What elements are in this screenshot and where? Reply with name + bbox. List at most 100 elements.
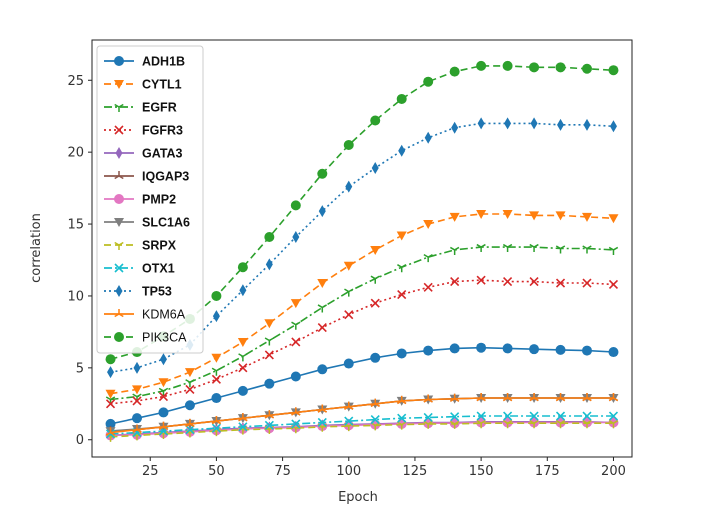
legend-label: KDM6A bbox=[142, 308, 186, 322]
data-point-egfr bbox=[476, 243, 486, 253]
data-point-cytl1 bbox=[184, 368, 195, 378]
data-point-fgfr3 bbox=[132, 396, 142, 406]
data-point-pik3ca bbox=[317, 168, 328, 179]
data-point-cytl1 bbox=[449, 212, 460, 222]
legend-label: GATA3 bbox=[142, 147, 183, 161]
data-point-pik3ca bbox=[396, 93, 407, 104]
data-point-kdm6a bbox=[476, 393, 486, 402]
data-point-adh1b bbox=[290, 371, 301, 382]
data-point-kdm6a bbox=[344, 401, 354, 410]
data-point-fgfr3 bbox=[503, 277, 513, 287]
y-tick-label: 0 bbox=[76, 433, 84, 448]
data-point-otx1 bbox=[608, 411, 619, 421]
data-point-kdm6a bbox=[502, 393, 513, 402]
legend-label: FGFR3 bbox=[142, 124, 183, 138]
data-point-adh1b bbox=[582, 345, 592, 356]
data-point-egfr bbox=[344, 288, 354, 297]
data-point-pik3ca bbox=[264, 231, 275, 242]
legend-marker bbox=[114, 263, 124, 273]
data-point-fgfr3 bbox=[529, 277, 539, 287]
data-point-pik3ca bbox=[237, 262, 248, 273]
x-tick-label: 25 bbox=[142, 464, 159, 479]
data-point-cytl1 bbox=[555, 211, 566, 221]
legend-entry-pmp2: PMP2 bbox=[104, 193, 176, 207]
x-tick-label: 75 bbox=[274, 464, 291, 479]
data-point-adh1b bbox=[211, 393, 222, 404]
data-point-adh1b bbox=[396, 348, 407, 359]
data-point-egfr bbox=[449, 246, 460, 255]
data-point-cytl1 bbox=[370, 245, 381, 255]
data-point-kdm6a bbox=[397, 395, 407, 405]
y-tick-label: 10 bbox=[67, 289, 84, 304]
data-point-egfr bbox=[291, 321, 301, 330]
data-point-srpx bbox=[555, 420, 566, 429]
data-point-pik3ca bbox=[343, 139, 354, 150]
data-point-kdm6a bbox=[582, 393, 592, 402]
data-point-otx1 bbox=[555, 411, 566, 421]
legend-marker bbox=[114, 103, 124, 112]
data-point-fgfr3 bbox=[158, 392, 169, 402]
data-point-fgfr3 bbox=[555, 278, 566, 288]
data-point-adh1b bbox=[476, 342, 487, 353]
data-point-adh1b bbox=[317, 364, 328, 375]
data-point-pik3ca bbox=[608, 65, 619, 76]
data-point-srpx bbox=[529, 420, 539, 429]
data-point-cytl1 bbox=[132, 385, 142, 395]
data-point-fgfr3 bbox=[476, 275, 486, 285]
data-point-kdm6a bbox=[555, 393, 566, 402]
data-point-fgfr3 bbox=[317, 323, 327, 333]
data-point-otx1 bbox=[582, 411, 592, 421]
data-point-egfr bbox=[238, 353, 248, 362]
data-point-otx1 bbox=[238, 422, 248, 432]
data-point-srpx bbox=[502, 420, 513, 429]
data-point-pik3ca bbox=[502, 60, 513, 71]
data-point-adh1b bbox=[555, 344, 566, 355]
data-point-adh1b bbox=[502, 343, 513, 354]
x-tick-label: 50 bbox=[208, 464, 225, 479]
legend-marker bbox=[115, 285, 123, 297]
data-point-pik3ca bbox=[370, 115, 381, 126]
legend: ADH1B CYTL1 EGFR FGFR3 GATA3 IQGAP3 PMP2 SLC1A6… bbox=[96, 45, 204, 354]
legend-label: OTX1 bbox=[142, 262, 175, 276]
legend-entry-adh1b: ADH1B bbox=[104, 55, 185, 69]
data-point-cytl1 bbox=[290, 299, 301, 309]
legend-label: SLC1A6 bbox=[142, 216, 190, 230]
data-point-otx1 bbox=[503, 411, 513, 421]
data-point-cytl1 bbox=[211, 353, 222, 363]
plot-frame bbox=[91, 39, 633, 458]
data-point-tp53 bbox=[530, 117, 538, 130]
legend-entry-cytl1: CYTL1 bbox=[104, 78, 182, 92]
series-pik3ca bbox=[105, 60, 619, 365]
data-point-kdm6a bbox=[529, 393, 539, 402]
x-tick-label: 125 bbox=[403, 464, 428, 479]
data-point-kdm6a bbox=[105, 427, 116, 436]
legend-entry-srpx: SRPX bbox=[104, 239, 177, 253]
data-point-kdm6a bbox=[185, 418, 195, 428]
data-point-adh1b bbox=[105, 418, 116, 429]
data-point-fgfr3 bbox=[105, 399, 116, 409]
data-point-adh1b bbox=[132, 413, 142, 424]
data-point-egfr bbox=[397, 264, 407, 273]
data-point-egfr bbox=[158, 387, 169, 396]
data-point-adh1b bbox=[370, 352, 381, 363]
data-point-egfr bbox=[317, 304, 327, 313]
data-point-tp53 bbox=[583, 118, 591, 131]
data-point-pik3ca bbox=[105, 354, 116, 365]
data-point-adh1b bbox=[264, 378, 275, 389]
data-point-fgfr3 bbox=[211, 374, 221, 384]
legend-entry-fgfr3: FGFR3 bbox=[104, 124, 183, 138]
data-point-cytl1 bbox=[396, 231, 407, 241]
data-point-adh1b bbox=[237, 385, 248, 396]
legend-entry-gata3: GATA3 bbox=[104, 147, 183, 161]
legend-entry-tp53: TP53 bbox=[104, 285, 172, 299]
data-point-kdm6a bbox=[264, 410, 275, 419]
data-point-egfr bbox=[211, 367, 222, 376]
data-point-egfr bbox=[423, 253, 433, 263]
data-point-tp53 bbox=[159, 353, 167, 366]
x-tick-label: 175 bbox=[535, 464, 560, 479]
data-point-egfr bbox=[185, 379, 195, 388]
series-line-srpx bbox=[110, 422, 614, 438]
data-point-otx1 bbox=[264, 420, 274, 430]
